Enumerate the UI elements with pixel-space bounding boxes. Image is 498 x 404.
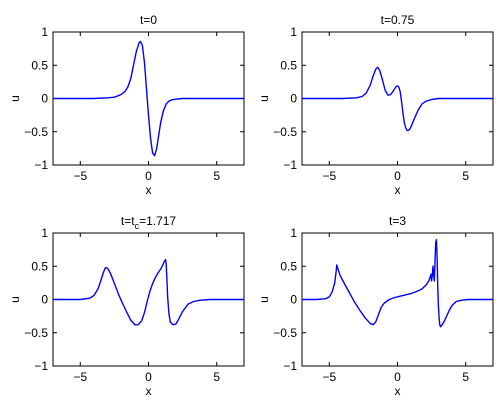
x-tick-label: −5 — [73, 169, 87, 183]
x-tick-label: −5 — [322, 370, 336, 384]
x-tick-label: 5 — [213, 169, 220, 183]
y-tick-label: 0.5 — [280, 259, 297, 273]
y-tick-label: 1 — [290, 25, 297, 39]
x-tick-label: 0 — [394, 169, 401, 183]
x-tick-label: 5 — [462, 169, 469, 183]
chart-title-tail: =1.717 — [139, 214, 176, 228]
y-tick-label: −0.5 — [24, 326, 48, 340]
series-line-1 — [53, 40, 244, 157]
series-line-1 — [302, 238, 493, 328]
x-tick-label: 5 — [462, 370, 469, 384]
y-tick-label: 0 — [290, 293, 297, 307]
series-line-1 — [302, 66, 493, 132]
chart-title-text: t=0 — [140, 13, 157, 27]
x-tick-label: −5 — [322, 169, 336, 183]
y-tick-label: 0.5 — [280, 58, 297, 72]
x-axis-label: x — [146, 384, 152, 398]
x-tick-label: 0 — [394, 370, 401, 384]
x-tick-label: 0 — [145, 169, 152, 183]
chart-title: t=tc=1.717 — [121, 214, 177, 231]
y-tick-label: 0.5 — [31, 259, 48, 273]
y-tick-label: −0.5 — [24, 125, 48, 139]
y-axis-label: u — [8, 296, 22, 303]
y-tick-label: −1 — [283, 359, 297, 373]
y-tick-label: −1 — [34, 359, 48, 373]
y-tick-label: 0 — [41, 293, 48, 307]
y-axis-label: u — [257, 95, 271, 102]
y-tick-label: −1 — [34, 158, 48, 172]
chart-title: t=0.75 — [381, 13, 415, 27]
chart-title: t=0 — [140, 13, 157, 27]
subplot-3: t=tc=1.717 −5 0 5 −1 −0.5 0 0.5 1 x u — [8, 214, 245, 398]
y-tick-label: −1 — [283, 158, 297, 172]
subplot-2: t=0.75 −5 0 5 −1 −0.5 0 0.5 1 x u — [257, 13, 494, 197]
y-axis-label: u — [8, 95, 22, 102]
subplot-4: t=3 −5 0 5 −1 −0.5 0 0.5 1 x u — [257, 214, 494, 398]
chart-title-text: t=t — [121, 214, 135, 228]
y-tick-label: −0.5 — [273, 326, 297, 340]
y-tick-label: 0 — [41, 92, 48, 106]
x-axis-label: x — [146, 183, 152, 197]
plot-area — [301, 232, 494, 367]
x-axis-label: x — [395, 384, 401, 398]
subplot-1: t=0 −5 0 5 −1 −0.5 0 0.5 1 x u — [8, 13, 245, 197]
chart-title-subscript: c — [135, 221, 140, 231]
x-tick-label: 0 — [145, 370, 152, 384]
y-tick-label: 0.5 — [31, 58, 48, 72]
x-axis-label: x — [395, 183, 401, 197]
y-tick-label: 0 — [290, 92, 297, 106]
series-line-1 — [53, 258, 244, 326]
y-tick-label: 1 — [41, 226, 48, 240]
y-tick-label: 1 — [290, 226, 297, 240]
y-tick-label: −0.5 — [273, 125, 297, 139]
x-tick-label: −5 — [73, 370, 87, 384]
x-tick-label: 5 — [213, 370, 220, 384]
y-tick-label: 1 — [41, 25, 48, 39]
chart-title-text: t=3 — [389, 214, 406, 228]
y-axis-label: u — [257, 296, 271, 303]
chart-title-text: t=0.75 — [381, 13, 415, 27]
chart-title: t=3 — [389, 214, 406, 228]
